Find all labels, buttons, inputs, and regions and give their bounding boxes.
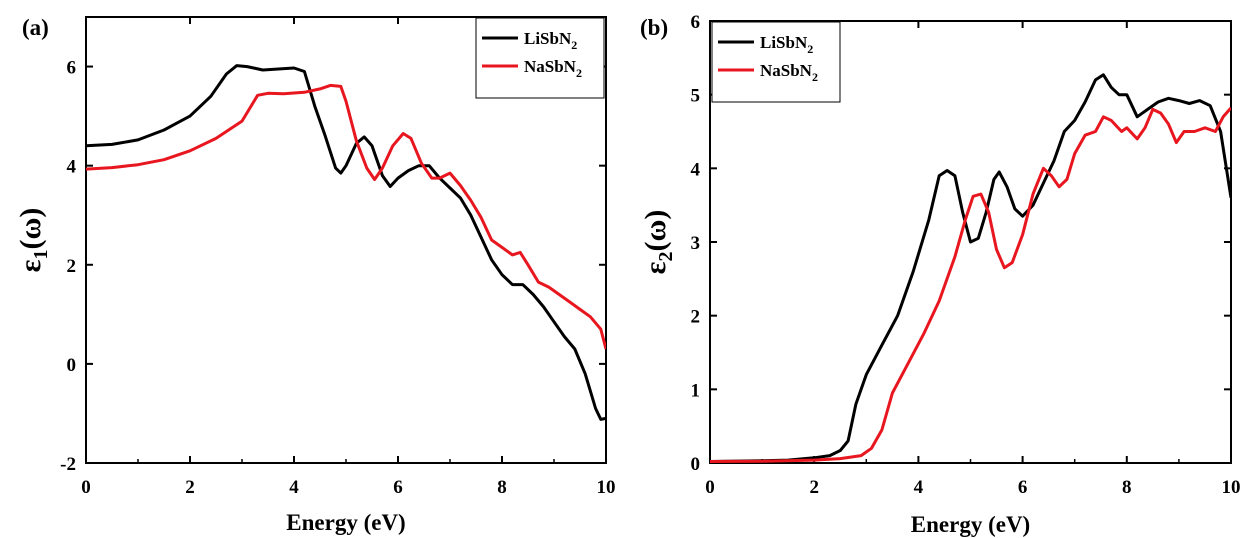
- y-tick-label: -2: [60, 454, 76, 475]
- x-axis-title: Energy (eV): [911, 512, 1030, 537]
- legend-label: LiSbN2: [760, 33, 813, 56]
- panel-label: (a): [22, 15, 49, 40]
- x-tick-label: 2: [809, 477, 819, 498]
- y-tick-label: 0: [691, 454, 701, 475]
- y-tick-label: 5: [691, 86, 701, 107]
- y-tick-label: 6: [67, 58, 77, 79]
- legend-box: [711, 21, 841, 103]
- x-tick-label: 8: [1122, 477, 1132, 498]
- legend: LiSbN2 NaSbN2: [711, 21, 841, 103]
- y-tick-label: 3: [691, 233, 701, 254]
- x-tick-label: 6: [393, 477, 403, 498]
- legend-box: [475, 17, 605, 99]
- x-tick-label: 4: [289, 477, 299, 498]
- series-line-nasbn2: [86, 83, 606, 350]
- x-tick-label: 0: [705, 477, 715, 498]
- x-axis-title: Energy (eV): [286, 510, 405, 535]
- x-tick-label: 8: [497, 477, 507, 498]
- y-tick-label: 2: [691, 307, 701, 328]
- chart-panel-b: 0 2 4 6 8 10 0 1 2 3 4 5 6 LiSbN2 NaSbN2 (b) Energy (eV)…: [639, 12, 1241, 537]
- x-tick-label: 4: [914, 477, 924, 498]
- series-line-nasbn2: [710, 106, 1231, 463]
- x-tick-label: 10: [597, 477, 616, 498]
- series-line-lisbn2: [86, 64, 606, 421]
- y-axis-title: ε2(ω): [639, 210, 677, 275]
- x-tick-label: 0: [81, 477, 91, 498]
- legend: LiSbN2 NaSbN2: [475, 17, 605, 99]
- y-tick-label: 4: [691, 159, 701, 180]
- x-tick-label: 2: [185, 477, 195, 498]
- y-tick-label: 0: [67, 355, 77, 376]
- y-tick-label: 4: [67, 157, 77, 178]
- y-tick-label: 2: [67, 256, 77, 277]
- panel-label: (b): [640, 15, 668, 40]
- legend-label: NaSbN2: [524, 57, 582, 80]
- x-tick-label: 6: [1018, 477, 1028, 498]
- y-tick-label: 6: [691, 12, 701, 33]
- series-line-lisbn2: [710, 73, 1231, 463]
- y-tick-label: 1: [691, 380, 701, 401]
- y-axis-title: ε1(ω): [14, 208, 52, 273]
- legend-label: LiSbN2: [524, 29, 577, 52]
- x-tick-label: 10: [1222, 477, 1241, 498]
- legend-label: NaSbN2: [760, 61, 818, 84]
